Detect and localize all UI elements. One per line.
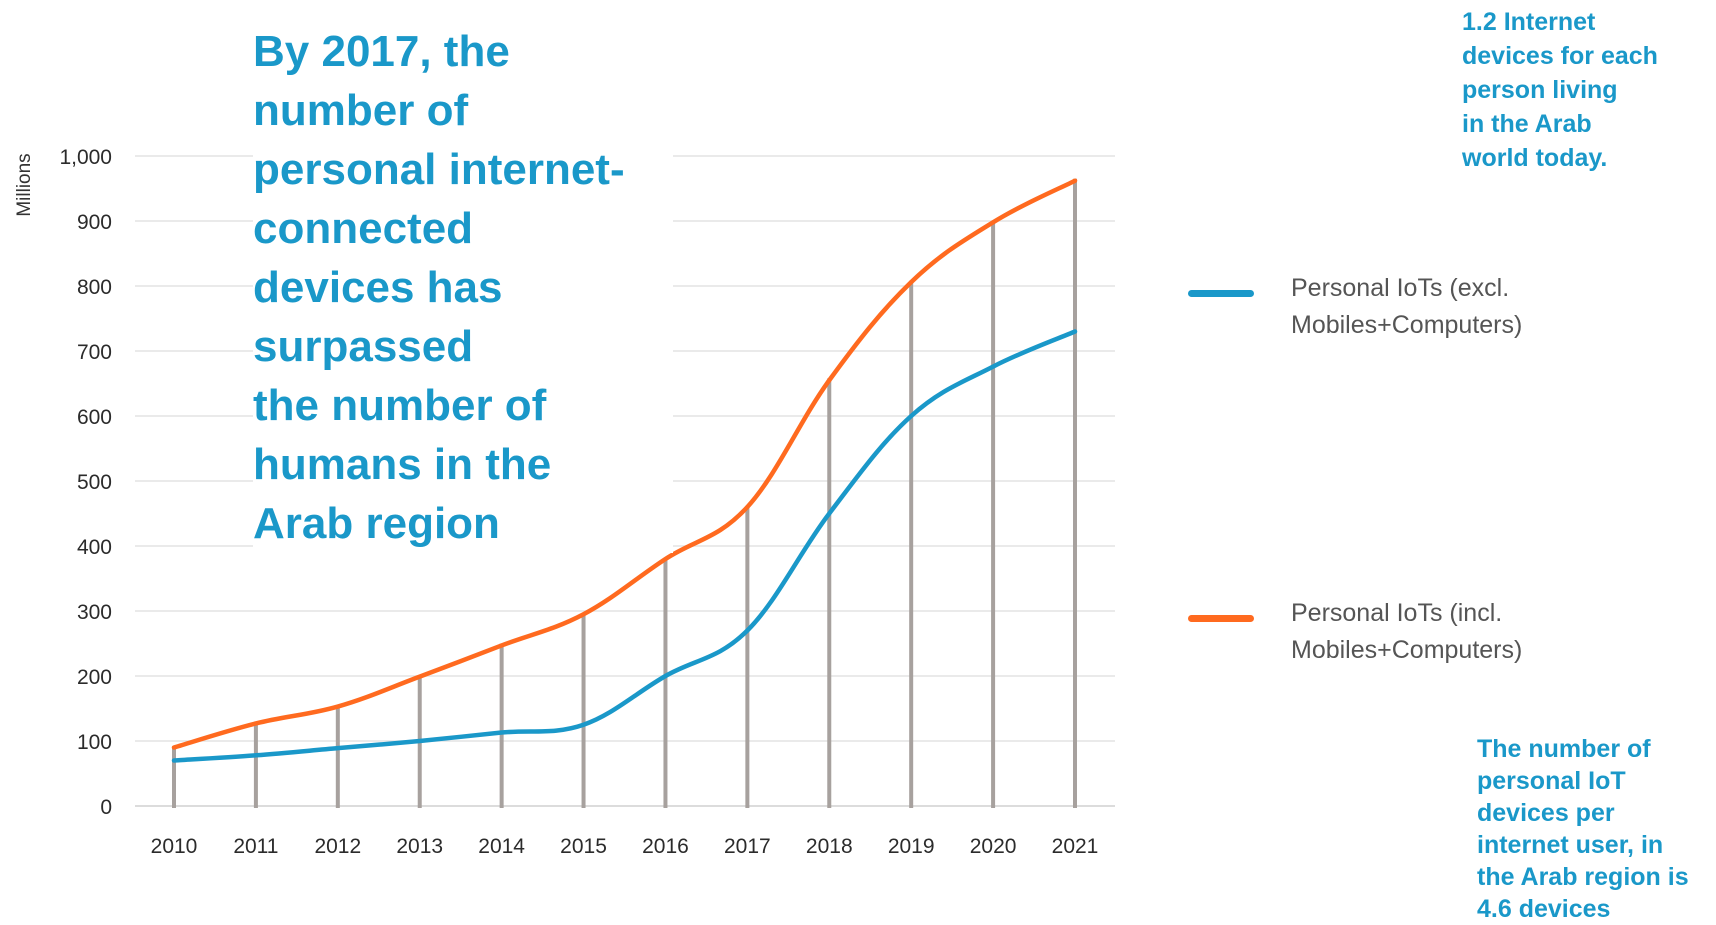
y-tick-label: 700 [77, 341, 112, 364]
y-tick-label: 300 [77, 601, 112, 624]
legend-label-incl: Personal IoTs (incl. Mobiles+Computers) [1291, 599, 1523, 664]
y-tick-label: 600 [77, 406, 112, 429]
series-lines [171, 178, 1078, 763]
x-tick-label: 2018 [806, 835, 853, 858]
y-tick-label: 400 [77, 536, 112, 559]
note-devices-per-person: 1.2 Internet devices for each person liv… [1462, 8, 1658, 172]
x-tick-label: 2011 [233, 835, 278, 858]
x-tick-label: 2021 [1052, 835, 1099, 858]
series-line-incl [171, 178, 1078, 750]
x-tick-label: 2010 [151, 835, 198, 858]
legend-swatch-incl [1188, 615, 1254, 622]
y-tick-label: 0 [100, 796, 112, 819]
note-devices-per-user: The number of personal IoT devices per i… [1477, 735, 1689, 923]
x-tick-label: 2015 [560, 835, 607, 858]
y-tick-label: 1,000 [59, 146, 112, 169]
legend-label-excl: Personal IoTs (excl. Mobiles+Computers) [1291, 274, 1523, 339]
x-tick-label: 2017 [724, 835, 771, 858]
axes: 0 100 200 300 400 500 600 700 800 900 1,000 2010 201… [59, 146, 1115, 858]
x-tick-label: 2019 [888, 835, 935, 858]
x-tick-label: 2020 [970, 835, 1017, 858]
x-tick-label: 2013 [396, 835, 443, 858]
legend-swatch-excl [1188, 290, 1254, 297]
y-tick-label: 200 [77, 666, 112, 689]
series-line-excl [171, 329, 1078, 763]
x-tick-label: 2014 [478, 835, 525, 858]
y-tick-label: 100 [77, 731, 112, 754]
y-axis-title: Millions [14, 153, 35, 216]
y-tick-label: 800 [77, 276, 112, 299]
x-tick-label: 2016 [642, 835, 689, 858]
drop-lines [172, 178, 1077, 808]
x-tick-label: 2012 [314, 835, 361, 858]
y-tick-label: 900 [77, 211, 112, 234]
headline-callout: By 2017, the number of personal internet… [253, 22, 673, 553]
y-tick-label: 500 [77, 471, 112, 494]
